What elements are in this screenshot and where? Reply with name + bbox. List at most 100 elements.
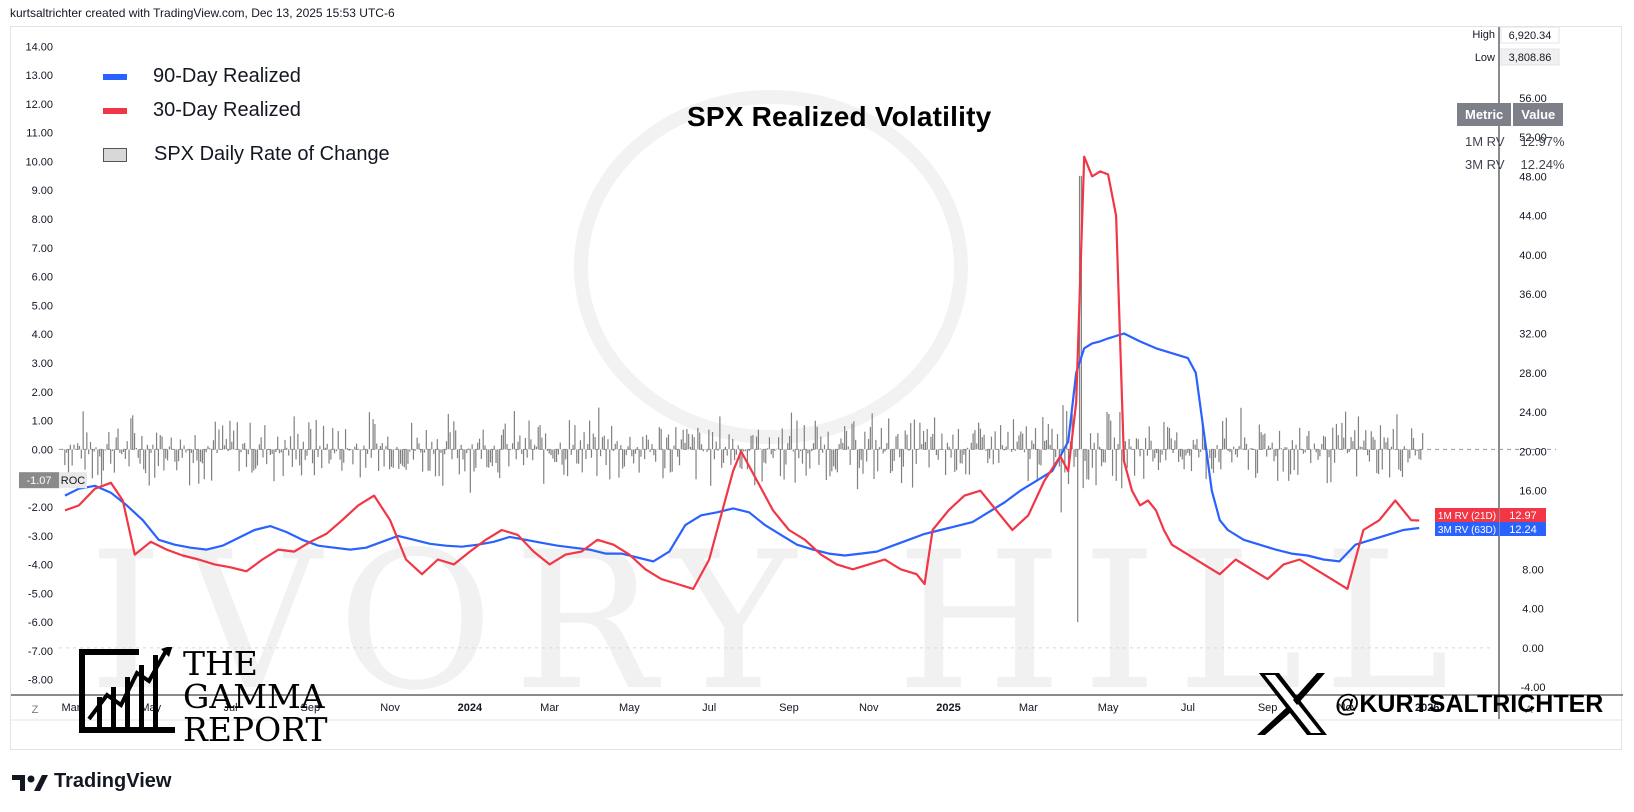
- gamma-chart-icon: [79, 645, 175, 733]
- legend-swatch-blue: [103, 73, 127, 80]
- x-axis-tick: Jul: [1181, 702, 1195, 714]
- stats-metric: 1M RV: [1465, 134, 1505, 149]
- legend-label: SPX Daily Rate of Change: [154, 143, 390, 165]
- right-axis-tick: 40.00: [1519, 250, 1547, 262]
- end-value-tag: [1500, 522, 1546, 536]
- right-axis-tick: 0.00: [1522, 643, 1543, 655]
- logo-line: GAMMA: [183, 677, 325, 716]
- high-badge: [1500, 27, 1560, 44]
- left-axis-tick: -2.00: [28, 502, 53, 514]
- gamma-report-text: THE GAMMA REPORT: [183, 647, 327, 746]
- right-axis-tick: 36.00: [1519, 289, 1547, 301]
- x-axis-tick: Sep: [301, 702, 321, 714]
- left-axis-tick: 11.00: [26, 128, 53, 140]
- x-axis-tick: May: [1098, 702, 1119, 714]
- left-axis-tick: -6.00: [28, 617, 53, 629]
- legend-label: 90-Day Realized: [153, 65, 301, 87]
- gamma-report-logo: THE GAMMA REPORT: [77, 645, 327, 746]
- left-axis-tick: -3.00: [28, 531, 53, 543]
- right-axis-tick: 28.00: [1519, 368, 1547, 380]
- x-axis-tick: May: [619, 702, 640, 714]
- chart-canvas[interactable]: IVORY HILL14.0013.0012.0011.0010.009.008…: [11, 27, 1623, 751]
- social-handle-text: @KURTSALTRICHTER: [1335, 689, 1604, 718]
- left-axis-tick: 14.00: [25, 41, 53, 53]
- left-axis-tick: 12.00: [25, 99, 53, 111]
- tradingview-brand-text: TradingView: [54, 770, 172, 792]
- end-value-text: 12.97: [1509, 510, 1537, 522]
- stats-value: 12.24%: [1520, 157, 1565, 172]
- left-axis-tick: 8.00: [32, 214, 53, 226]
- legend-swatch-gray: [103, 147, 127, 162]
- right-axis-tick: -4.00: [1520, 682, 1545, 694]
- x-axis-tick: Mar: [61, 702, 80, 714]
- low-badge: [1500, 48, 1560, 66]
- tradingview-logo-icon: [12, 774, 48, 791]
- right-axis-tick: 48.00: [1519, 171, 1547, 183]
- left-axis-tick: 1.00: [32, 416, 53, 428]
- left-axis-tick: -8.00: [28, 675, 53, 687]
- x-axis-tick: 2025: [936, 702, 960, 714]
- roc-axis-label: ROC: [61, 475, 86, 487]
- x-axis-corner-z: Z: [32, 704, 39, 716]
- series-line-30d[interactable]: [64, 155, 1420, 591]
- watermark-elephant-shape: [574, 90, 968, 444]
- roc-axis-label-box: [59, 472, 87, 489]
- legend-item-roc[interactable]: SPX Daily Rate of Change: [103, 143, 390, 166]
- stats-table: Metric Value 1M RV 12.97% 3M RV 12.24%: [1457, 103, 1573, 172]
- high-label: High: [1472, 29, 1495, 41]
- stats-row: 1M RV 12.97%: [1457, 134, 1573, 149]
- right-axis-tick: 44.00: [1519, 211, 1547, 223]
- x-axis-tick: 2026: [1415, 702, 1439, 714]
- end-value-tag: [1500, 508, 1546, 522]
- stats-value: 12.97%: [1520, 134, 1565, 149]
- x-axis-tick: Jul: [702, 702, 716, 714]
- right-axis-tick: 20.00: [1519, 446, 1547, 458]
- stats-header-metric: Metric: [1457, 103, 1512, 126]
- right-axis-tick: 52.00: [1519, 132, 1547, 144]
- x-logo-icon: [1257, 673, 1327, 735]
- right-axis-tick: 8.00: [1522, 564, 1543, 576]
- left-axis-tick: 9.00: [32, 185, 53, 197]
- left-axis-tick: 7.00: [32, 243, 53, 255]
- x-axis-tick: Mar: [1019, 702, 1038, 714]
- left-axis-tick: 3.00: [32, 358, 53, 370]
- x-axis-tick: 2024: [458, 702, 483, 714]
- right-axis-tick: 16.00: [1519, 486, 1547, 498]
- legend-swatch-red: [103, 107, 127, 114]
- right-axis-tick: 32.00: [1519, 329, 1547, 341]
- legend-label: 30-Day Realized: [153, 99, 301, 121]
- x-axis-tick: Sep: [779, 702, 799, 714]
- tradingview-brand[interactable]: TradingView: [12, 770, 171, 793]
- roc-last-value: -1.07: [26, 475, 51, 487]
- roc-last-value-box: [19, 472, 59, 489]
- stats-row: 3M RV 12.24%: [1457, 157, 1573, 172]
- left-axis-tick: 10.00: [25, 156, 53, 168]
- series-line-90d[interactable]: [64, 332, 1420, 563]
- chart-panel[interactable]: IVORY HILL 14.00 13.00 12.00 11.00 10.00 9.00 8…: [10, 26, 1623, 751]
- x-axis-tick: Jul: [223, 702, 237, 714]
- left-axis-tick: 6.00: [32, 272, 53, 284]
- social-handle: @KURTSALTRICHTER: [1257, 671, 1603, 737]
- left-axis-tick: -4.00: [28, 560, 53, 572]
- x-axis-tick: Nov: [380, 702, 400, 714]
- left-axis-tick: 5.00: [32, 300, 53, 312]
- end-value-text: 12.24: [1509, 524, 1537, 536]
- end-label-text: 1M RV (21D): [1438, 511, 1496, 522]
- right-axis-tick: 24.00: [1519, 407, 1547, 419]
- left-axis-tick: 0.00: [32, 444, 53, 456]
- legend-item-90d[interactable]: 90-Day Realized: [103, 65, 301, 88]
- attribution-header: kurtsaltrichter created with TradingView…: [10, 6, 395, 20]
- x-axis-tick: Nov: [859, 702, 879, 714]
- right-axis-tick: 56.00: [1519, 93, 1547, 105]
- logo-line: REPORT: [183, 710, 328, 749]
- end-label-tag: [1435, 508, 1499, 522]
- legend-item-30d[interactable]: 30-Day Realized: [103, 99, 301, 122]
- left-axis-tick: -7.00: [28, 646, 53, 658]
- stats-table-header: Metric Value: [1457, 103, 1573, 126]
- low-value: 3,808.86: [1509, 52, 1552, 64]
- x-axis-tick: Mar: [540, 702, 559, 714]
- end-label-text: 3M RV (63D): [1438, 525, 1496, 536]
- stats-metric: 3M RV: [1465, 157, 1505, 172]
- x-axis-corner-a: A: [1525, 704, 1533, 716]
- logo-line: THE: [183, 644, 258, 683]
